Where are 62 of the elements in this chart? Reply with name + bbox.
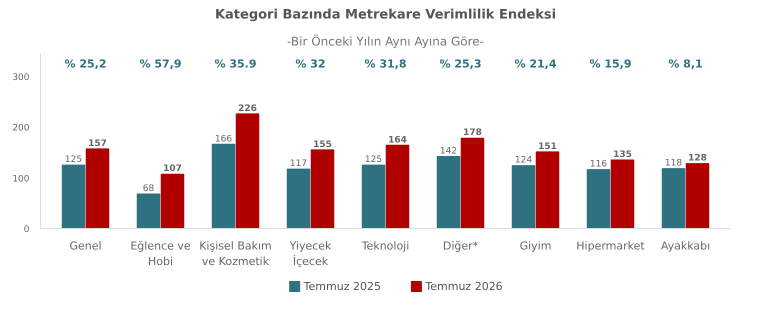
bar (436, 156, 460, 228)
legend-label: Temmuz 2026 (424, 280, 503, 293)
x-tick-label: Kişisel Bakım ve Kozmetik (199, 240, 272, 268)
chart-subtitle: -Bir Önceki Yılın Aynı Ayına Göre- (287, 34, 484, 48)
x-tick-label: Diğer* (442, 240, 479, 252)
data-label: 166 (214, 134, 232, 144)
data-label: 125 (64, 155, 82, 166)
chart-title: Kategori Bazında Metrekare Verimlilik Endeksi (214, 8, 556, 22)
data-label: 125 (364, 155, 382, 166)
bar (310, 149, 334, 228)
data-label: 128 (688, 154, 707, 164)
annotation: % 25,2 (64, 58, 107, 70)
bar (160, 174, 184, 228)
annotation: % 35.9 (214, 58, 257, 70)
x-tick-label: Genel (69, 240, 102, 252)
x-tick-label: Ayakkabı (660, 240, 710, 252)
bar (386, 144, 410, 228)
x-tick-label: Eğlence ve Hobi (130, 240, 191, 268)
bar (212, 144, 236, 228)
data-label: 124 (514, 156, 532, 166)
data-label: 142 (440, 146, 458, 156)
bar (686, 163, 710, 228)
bar (136, 194, 160, 228)
annotation: % 57,9 (140, 58, 182, 70)
legend-label: Temmuz 2025 (302, 280, 381, 293)
bar (662, 168, 686, 228)
data-label: 107 (163, 164, 182, 174)
y-tick-label: 0 (24, 225, 30, 235)
annotation: % 25,3 (440, 58, 482, 70)
data-label: 151 (538, 142, 557, 152)
data-label: 155 (313, 140, 332, 150)
data-label: 164 (388, 135, 407, 146)
data-label: 226 (238, 104, 257, 114)
bar (362, 164, 386, 228)
bar (460, 138, 484, 228)
data-label: 68 (142, 184, 154, 194)
bar (86, 148, 110, 228)
annotation: % 31,8 (364, 58, 407, 70)
data-label: 178 (463, 128, 482, 138)
bar (536, 151, 560, 228)
x-tick-label: Hipermarket (576, 240, 646, 252)
x-tick-label: Yiyecek İçecek (288, 240, 332, 268)
bar (610, 160, 634, 228)
data-label: 118 (664, 158, 682, 169)
annotation: % 15,9 (590, 58, 632, 70)
bar (236, 113, 260, 228)
data-label: 117 (290, 159, 308, 170)
annotation: % 8,1 (668, 58, 703, 70)
data-label: 157 (88, 138, 107, 149)
x-tick-label: Giyim (520, 240, 552, 252)
x-tick-label: Teknoloji (360, 240, 410, 252)
annotation: % 32 (295, 58, 326, 70)
bar (586, 169, 610, 228)
y-tick-label: 300 (12, 72, 30, 83)
bar (512, 165, 536, 228)
annotation: % 21,4 (514, 58, 557, 70)
bar (286, 168, 310, 228)
y-tick-label: 200 (12, 124, 30, 134)
data-label: 116 (590, 160, 608, 170)
y-tick-label: 100 (12, 174, 30, 184)
bar (62, 164, 86, 228)
data-label: 135 (613, 150, 632, 160)
